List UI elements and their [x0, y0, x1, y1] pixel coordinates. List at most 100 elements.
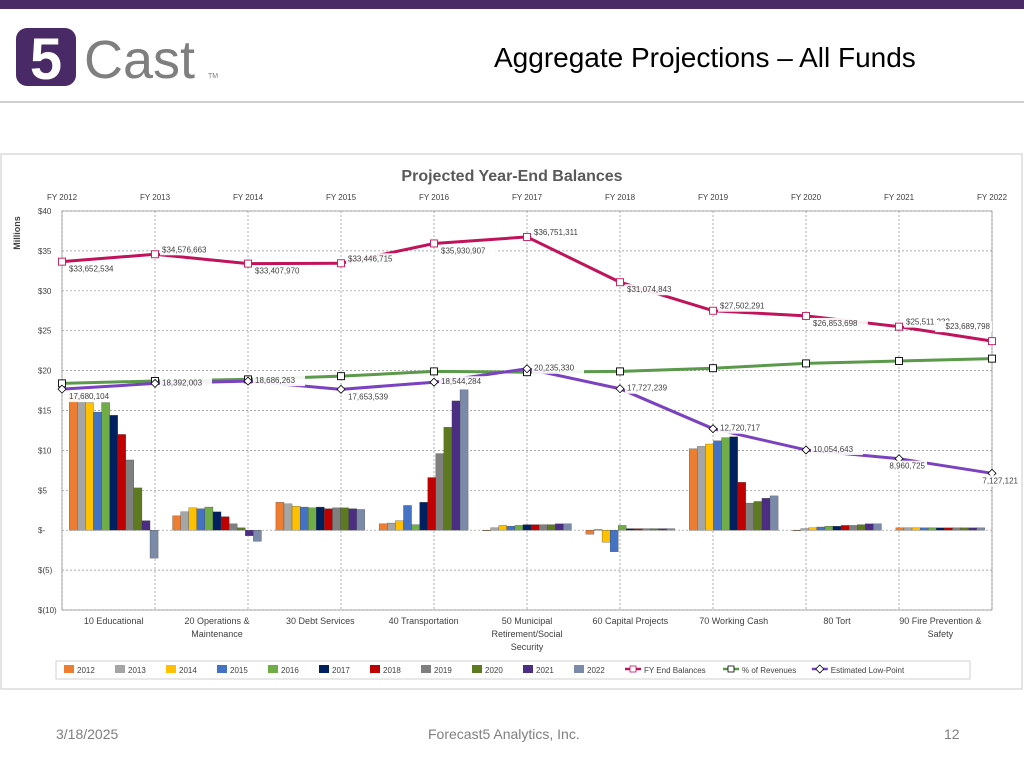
logo-wordmark: Cast	[84, 30, 195, 90]
bar	[840, 525, 850, 531]
legend-swatch	[319, 665, 329, 673]
bar	[253, 530, 262, 542]
y-axis-title: Millions	[12, 216, 22, 250]
y-tick-label: $(5)	[38, 566, 53, 575]
y-tick-label: $25	[38, 327, 52, 336]
bar	[316, 506, 325, 531]
legend-swatch	[523, 665, 533, 673]
bar	[522, 524, 532, 531]
bar	[133, 487, 143, 531]
line-marker	[802, 311, 810, 320]
line-marker	[988, 354, 996, 363]
bar	[172, 515, 181, 531]
bar	[101, 402, 110, 531]
bar	[585, 530, 595, 535]
bar	[530, 524, 540, 531]
legend-label: 2021	[536, 666, 554, 675]
footer-date: 3/18/2025	[56, 726, 119, 742]
data-label: $25,511,232	[906, 318, 950, 327]
data-label: $33,407,970	[255, 267, 300, 276]
bar	[459, 389, 469, 531]
y-tick-label: $10	[38, 446, 52, 455]
legend-label: 2015	[230, 666, 248, 675]
category-label: 80 Tort	[823, 616, 851, 626]
bar	[69, 394, 78, 531]
legend-label: 2020	[485, 666, 503, 675]
line-marker	[801, 445, 811, 455]
data-label: 12,720,717	[720, 424, 761, 433]
bar	[196, 508, 206, 531]
header-divider	[0, 101, 1024, 103]
slide-title: Aggregate Projections – All Funds	[494, 42, 916, 73]
legend-box	[55, 660, 971, 680]
bar	[952, 527, 961, 531]
bar	[792, 530, 801, 531]
y-tick-label: $30	[38, 287, 52, 296]
bar	[960, 527, 969, 531]
data-label-bg	[67, 391, 119, 403]
data-label-bg	[625, 284, 682, 296]
bar	[713, 440, 722, 531]
data-label: 17,653,539	[348, 392, 389, 401]
bar	[299, 506, 309, 531]
data-label-bg	[972, 475, 1020, 487]
bar	[77, 394, 86, 531]
bar	[275, 502, 285, 531]
slide-number: 12	[944, 726, 960, 742]
legend-swatch	[166, 665, 176, 673]
bar	[601, 530, 611, 543]
data-label: 8,960,725	[889, 462, 925, 471]
bar	[848, 525, 858, 531]
data-label: $33,446,715	[348, 254, 393, 263]
bar	[911, 527, 921, 531]
bar	[180, 511, 189, 531]
bar	[721, 437, 730, 531]
category-label: 50 Municipal	[502, 616, 553, 626]
bar	[379, 523, 388, 531]
bar	[832, 526, 842, 531]
bar	[435, 453, 445, 531]
y-tick-label: $-	[38, 526, 45, 535]
legend-label: 2013	[128, 666, 146, 675]
bar	[976, 527, 985, 531]
line-marker	[336, 384, 346, 394]
line-marker	[616, 278, 624, 287]
bar	[824, 526, 834, 531]
company-logo: 5 Cast TM	[16, 27, 218, 90]
chart-legend: 2012 2013 2014 2015 2016 2017 2018 2019 2020 2021…	[55, 660, 971, 680]
bar	[149, 530, 159, 559]
data-label: 20,235,330	[534, 364, 575, 373]
legend-swatch	[574, 665, 584, 673]
logo-trademark: TM	[208, 73, 218, 80]
data-label: $23,689,798	[946, 322, 991, 331]
secondary-x-tick-label: FY 2021	[884, 193, 915, 202]
bar	[816, 526, 826, 531]
bar	[873, 523, 882, 531]
data-label-bg	[253, 375, 305, 387]
data-label: $31,074,843	[627, 285, 672, 294]
bar	[634, 528, 643, 531]
bar	[85, 402, 94, 531]
y-tick-label: $35	[38, 247, 52, 256]
data-label: 18,544,284	[441, 377, 482, 386]
secondary-x-tick-label: FY 2017	[512, 193, 543, 202]
chart-bars	[69, 389, 985, 559]
bar	[387, 522, 396, 531]
data-label: 18,686,263	[255, 376, 296, 385]
bar	[283, 503, 293, 531]
bar	[109, 415, 118, 531]
bar	[865, 523, 874, 531]
bar	[618, 525, 627, 531]
bar	[895, 527, 905, 531]
secondary-x-tick-label: FY 2012	[47, 193, 78, 202]
bar	[188, 507, 197, 531]
data-label-bg	[439, 245, 496, 257]
legend-label: 2012	[77, 666, 95, 675]
legend-label: FY End Balances	[644, 666, 706, 675]
bar	[593, 529, 603, 531]
bar	[340, 507, 349, 531]
secondary-x-tick-label: FY 2022	[977, 193, 1008, 202]
legend-label: 2017	[332, 666, 350, 675]
bar	[944, 527, 953, 531]
category-label: Maintenance	[191, 629, 243, 639]
